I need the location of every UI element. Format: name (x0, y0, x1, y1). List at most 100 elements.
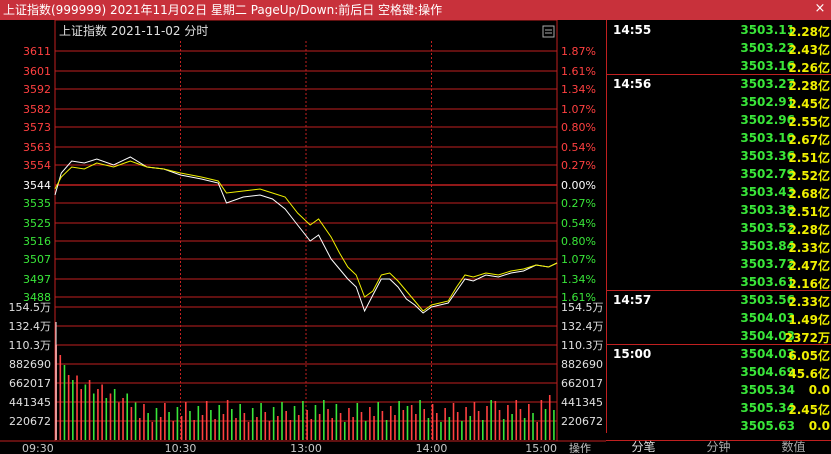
tick-price: 3503.36 (740, 149, 795, 163)
tick-row: 3503.72 2.47亿 (607, 256, 831, 274)
pct-tick-label: 1.34% (561, 273, 596, 286)
tick-volume: 0.0 (808, 383, 830, 397)
tick-volume: 2.28亿 (788, 25, 830, 39)
tick-row: 3502.96 2.55亿 (607, 112, 831, 130)
tick-price: 3503.61 (740, 275, 795, 289)
tick-volume: 1.49亿 (788, 313, 830, 327)
pct-tick-label: 0.80% (561, 121, 596, 134)
tick-price: 3504.69 (740, 365, 795, 379)
volume-bar (105, 398, 108, 440)
volume-bar (126, 393, 129, 440)
close-icon[interactable]: × (814, 1, 826, 16)
tick-price: 3505.63 (740, 419, 795, 433)
chart-menu-icon (542, 25, 555, 38)
window-titlebar: 上证指数(999999) 2021年11月02日 星期二 PageUp/Down… (0, 0, 831, 20)
volume-bar (431, 404, 434, 440)
volume-bar (310, 419, 313, 440)
tick-volume: 2.52亿 (788, 169, 830, 183)
volume-tick-label: 110.3万 (9, 339, 52, 352)
volume-bar (540, 400, 543, 440)
tab-values[interactable]: 数值 (781, 440, 806, 454)
pct-tick-label: 1.07% (561, 253, 596, 266)
volume-bar (164, 403, 166, 440)
tick-row: 14:55 3503.11 2.28亿 (607, 22, 831, 40)
volume-bar (352, 417, 354, 440)
price-tick-label: 3601 (23, 65, 51, 78)
volume-bar (364, 421, 367, 440)
tick-list[interactable]: 14:55 3503.11 2.28亿 3503.22 2.43亿 3503.16 2.26… (606, 20, 831, 433)
tick-price: 3505.34 (740, 401, 795, 415)
tick-price: 3503.52 (740, 221, 795, 235)
volume-bar (410, 405, 413, 440)
tick-volume: 2.55亿 (788, 115, 830, 129)
tick-volume: 2372万 (784, 331, 830, 345)
tick-price: 3503.56 (740, 293, 795, 307)
tick-volume: 2.28亿 (788, 223, 830, 237)
volume-bar (394, 415, 396, 440)
volume-bar (222, 414, 225, 440)
tab-trades[interactable]: 分笔 (631, 440, 656, 454)
volume-bar (490, 400, 492, 440)
tick-row: 3502.79 2.52亿 (607, 166, 831, 184)
tick-row: 3505.63 0.0 (607, 418, 831, 436)
volume-bar (256, 417, 258, 440)
volume-bar (260, 403, 262, 440)
price-tick-label: 3592 (23, 83, 51, 96)
volume-bar (498, 410, 501, 440)
volume-bar (109, 393, 112, 440)
pct-tick-label: 1.07% (561, 103, 596, 116)
volume-tick-label: 154.5万 (9, 301, 52, 314)
volume-bar (444, 408, 446, 440)
volume-bar (318, 414, 321, 440)
volume-bar (536, 422, 538, 440)
volume-bar (281, 402, 283, 440)
volume-bar (360, 412, 363, 440)
volume-bars (55, 345, 555, 440)
volume-bar (97, 389, 99, 440)
tick-price: 3503.38 (740, 203, 795, 217)
x-axis-label: 13:00 (290, 442, 322, 453)
tick-row: 3503.43 2.68亿 (607, 184, 831, 202)
tick-volume: 2.68亿 (788, 187, 830, 201)
volume-bar (197, 406, 200, 440)
price-tick-label: 3611 (23, 45, 51, 58)
tick-row: 3504.69 45.6亿 (607, 364, 831, 382)
volume-bar (159, 417, 162, 440)
volume-bar (523, 418, 526, 440)
volume-bar (239, 404, 241, 440)
volume-bar (176, 407, 179, 440)
volume-tick-label: 441345 (9, 396, 51, 409)
volume-bar (511, 414, 513, 440)
volume-bar (482, 420, 484, 440)
volume-bar (72, 380, 74, 440)
intraday-chart[interactable]: 上证指数 2021-11-02 分时 3611 1.87% 3601 1.61% 3592… (0, 20, 606, 453)
volume-bar (180, 416, 183, 440)
volume-bar (494, 401, 497, 440)
tick-time: 14:56 (613, 77, 652, 91)
tick-volume: 2.47亿 (788, 259, 830, 273)
tick-volume: 2.51亿 (788, 151, 830, 165)
volume-bar (477, 411, 480, 440)
volume-bar (532, 413, 534, 440)
volume-bar (235, 418, 237, 440)
volume-bar (306, 410, 308, 440)
x-axis-label: 09:30 (22, 442, 54, 453)
tick-row: 3503.52 2.28亿 (607, 220, 831, 238)
volume-bar (189, 411, 191, 440)
action-label[interactable]: 操作 (569, 441, 591, 453)
volume-bar (544, 409, 547, 440)
volume-bar (214, 419, 216, 440)
tick-volume: 2.43亿 (788, 43, 830, 57)
pct-tick-label: 1.61% (561, 65, 596, 78)
volume-bar (548, 395, 551, 440)
tick-row: 3503.61 2.16亿 (607, 274, 831, 292)
volume-bar (193, 420, 195, 440)
price-tick-label: 3563 (23, 141, 51, 154)
price-tick-label: 3535 (23, 197, 51, 210)
volume-bar (201, 415, 204, 440)
tick-row: 3503.84 2.33亿 (607, 238, 831, 256)
volume-bar (289, 420, 292, 440)
volume-bar (138, 418, 141, 440)
price-tick-label: 3516 (23, 235, 51, 248)
tab-minutes[interactable]: 分钟 (706, 440, 731, 454)
